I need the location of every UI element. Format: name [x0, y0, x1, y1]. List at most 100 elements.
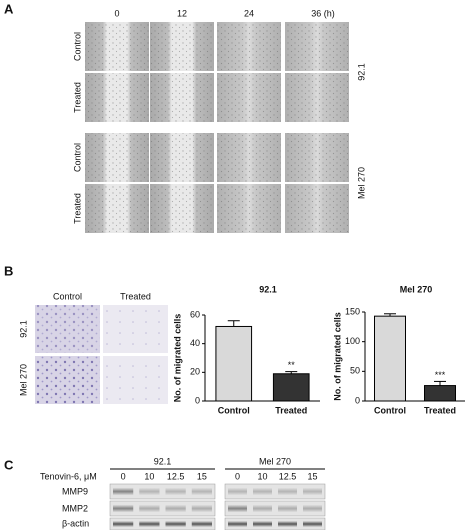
group-label: Mel 270 — [259, 456, 291, 466]
y-tick-label: 0 — [355, 395, 360, 405]
dose-label: 0 — [235, 471, 240, 481]
bar — [424, 385, 456, 402]
protein-label: MMP9 — [62, 486, 88, 496]
y-axis-label: No. of migrated cells — [172, 314, 182, 403]
blot-band — [113, 504, 134, 513]
blot-band — [139, 487, 160, 496]
treatment-label: Tenovin-6, μM — [40, 471, 97, 481]
y-tick-label: 40 — [190, 338, 200, 348]
blot-band — [165, 504, 186, 513]
dose-label: 10 — [257, 471, 267, 481]
dose-label: 0 — [121, 471, 126, 481]
blot-band — [228, 487, 247, 496]
blot-strip — [109, 517, 216, 530]
blot-strip — [109, 500, 216, 517]
x-tick-label: Control — [218, 405, 250, 415]
wound-texture — [217, 184, 281, 233]
blot-band — [303, 487, 322, 496]
panel-label: B — [4, 263, 13, 278]
image-column-label: Control — [53, 291, 82, 301]
y-tick-label: 60 — [190, 309, 200, 319]
chart-title: Mel 270 — [400, 284, 433, 294]
timepoint-label: 0 — [114, 8, 119, 18]
timepoint-label: 24 — [244, 8, 254, 18]
blot-band — [228, 504, 247, 513]
wound-texture — [85, 184, 149, 233]
bar — [272, 373, 310, 402]
bar — [374, 315, 406, 402]
timepoint-label: 12 — [177, 8, 187, 18]
wound-texture — [150, 184, 214, 233]
blot-strip — [109, 483, 216, 500]
y-axis-label: No. of migrated cells — [332, 312, 342, 401]
blot-band — [165, 487, 186, 496]
significance: *** — [435, 370, 446, 380]
x-tick-label: Control — [374, 405, 406, 415]
image-column-label: Treated — [120, 291, 151, 301]
row-label: Treated — [72, 193, 82, 224]
dose-label: 10 — [144, 471, 154, 481]
wound-texture — [217, 133, 281, 182]
group-label: 92.1 — [154, 456, 172, 466]
cell-line-label: 92.1 — [356, 63, 366, 81]
blot-band — [228, 521, 247, 527]
blot-band — [113, 521, 134, 527]
wound-texture — [285, 184, 349, 233]
transwell-texture — [103, 305, 168, 353]
wound-texture — [150, 22, 214, 71]
blot-band — [253, 521, 272, 527]
blot-strip — [224, 517, 326, 530]
blot-strip — [224, 500, 326, 517]
dose-label: 15 — [197, 471, 207, 481]
image-row-label: Mel 270 — [18, 364, 28, 396]
wound-texture — [85, 73, 149, 122]
transwell-texture — [103, 356, 168, 404]
blot-band — [278, 487, 297, 496]
x-tick-label: Treated — [275, 405, 307, 415]
significance: ** — [288, 360, 296, 370]
wound-texture — [285, 22, 349, 71]
blot-band — [113, 487, 134, 496]
wound-texture — [150, 133, 214, 182]
blot-band — [191, 521, 212, 527]
blot-band — [191, 487, 212, 496]
y-tick-label: 20 — [190, 367, 200, 377]
row-label: Control — [72, 32, 82, 61]
blot-band — [253, 487, 272, 496]
blot-band — [165, 521, 186, 527]
cell-line-label: Mel 270 — [356, 167, 366, 199]
dose-label: 15 — [307, 471, 317, 481]
timepoint-label: 36 (h) — [311, 8, 335, 18]
panel-label: A — [4, 1, 14, 16]
protein-label: β-actin — [62, 518, 89, 528]
blot-band — [139, 504, 160, 513]
wound-texture — [85, 22, 149, 71]
blot-band — [191, 504, 212, 513]
y-tick-label: 100 — [345, 336, 360, 346]
blot-band — [303, 521, 322, 527]
row-label: Treated — [72, 82, 82, 113]
panel-label: C — [4, 457, 14, 472]
wound-texture — [85, 133, 149, 182]
transwell-texture — [35, 356, 100, 404]
y-tick-label: 50 — [350, 366, 360, 376]
y-tick-label: 0 — [195, 395, 200, 405]
image-row-label: 92.1 — [18, 320, 28, 338]
wound-texture — [285, 73, 349, 122]
y-tick-label: 150 — [345, 306, 360, 316]
wound-texture — [150, 73, 214, 122]
wound-texture — [217, 73, 281, 122]
bar — [215, 325, 253, 402]
blot-strip — [224, 483, 326, 500]
wound-texture — [285, 133, 349, 182]
blot-band — [278, 504, 297, 513]
blot-band — [303, 504, 322, 513]
blot-band — [253, 504, 272, 513]
wound-texture — [217, 22, 281, 71]
blot-band — [278, 521, 297, 527]
protein-label: MMP2 — [62, 503, 88, 513]
dose-label: 12.5 — [167, 471, 185, 481]
x-tick-label: Treated — [424, 405, 456, 415]
transwell-texture — [35, 305, 100, 353]
